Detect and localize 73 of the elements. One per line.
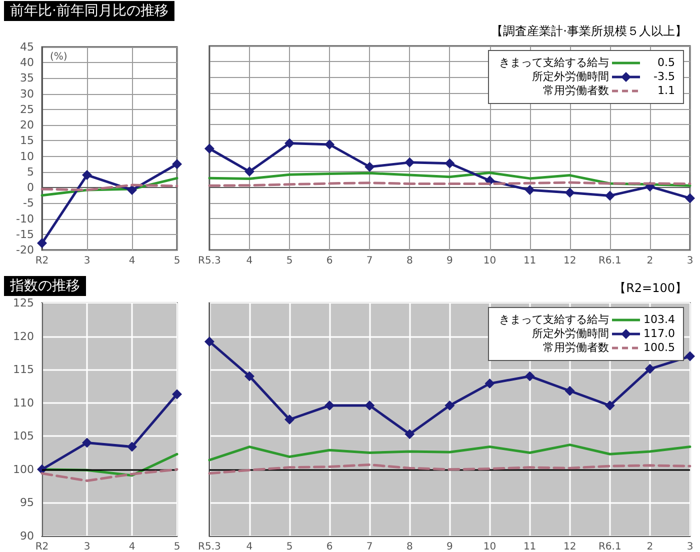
y-tick-label: 5: [27, 165, 34, 178]
y-tick-label: 90: [20, 530, 34, 542]
text: 【R2=100】: [614, 281, 688, 295]
x-tick-label: R6.1: [598, 542, 622, 552]
y-tick-label: -20: [16, 244, 34, 256]
y-tick-label: 105: [13, 430, 34, 443]
x-tick-label: R5.3: [198, 256, 221, 266]
text: 【調査産業計·事業所規模５人以上】: [491, 24, 688, 38]
y-tick-label: 100: [13, 462, 34, 476]
annotation: 100.5: [642, 341, 675, 355]
y-tick-label: 120: [13, 330, 34, 343]
annotation: -3.5: [652, 70, 675, 84]
x-tick-label: 3: [84, 542, 90, 552]
annotation: 1.1: [656, 84, 675, 98]
y-tick-label: -10: [16, 212, 34, 226]
x-tick-label: 4: [246, 542, 253, 552]
legend-label: きまって支給する給与: [498, 56, 609, 70]
y-tick-label: 20: [20, 118, 34, 132]
x-tick-label: 11: [523, 256, 536, 266]
x-tick-label: 4: [128, 256, 136, 266]
x-tick-label: 8: [406, 542, 413, 552]
y-tick-label: 115: [13, 363, 34, 376]
annotation: 0.5: [656, 56, 675, 70]
x-tick-label: 5: [286, 256, 293, 266]
x-tick-label: 2: [646, 256, 654, 266]
x-tick-label: 5: [174, 542, 180, 552]
y-tick-label: 40: [20, 56, 34, 70]
y-tick-label: 0: [27, 181, 34, 194]
y-tick-label: 45: [20, 40, 34, 54]
x-tick-label: 5: [286, 542, 293, 552]
x-tick-label: 4: [246, 256, 253, 266]
legend-label: 常用労働者数: [542, 84, 609, 98]
y-tick-label: 95: [20, 496, 34, 510]
y-tick-label: 15: [20, 134, 34, 148]
y-tick-label: -15: [16, 228, 34, 241]
x-tick-label: 3: [686, 256, 694, 266]
y-axis-title: (%): [50, 52, 68, 62]
annotation: 117.0: [642, 327, 675, 341]
x-tick-label: 3: [686, 542, 694, 552]
x-tick-label: 10: [483, 256, 496, 266]
y-tick-label: 10: [20, 150, 34, 163]
x-tick-label: 4: [128, 542, 136, 552]
x-tick-label: 7: [366, 256, 373, 266]
x-tick-label: 7: [366, 542, 373, 552]
legend-label: 所定外労働時間: [531, 327, 609, 341]
y-tick-label: 25: [20, 102, 34, 116]
x-tick-label: 2: [646, 542, 654, 552]
y-tick-label: 110: [13, 396, 34, 410]
x-tick-label: 9: [446, 256, 453, 266]
y-tick-label: -5: [23, 196, 34, 210]
x-tick-label: R5.3: [198, 542, 221, 552]
x-tick-label: R2: [35, 256, 49, 266]
chart-title: 前年比·前年同月比の推移: [10, 3, 168, 19]
chart-title: 指数の推移: [9, 278, 80, 294]
legend-label: きまって支給する給与: [498, 313, 609, 327]
x-tick-label: 11: [523, 542, 536, 552]
x-tick-label: 12: [563, 542, 576, 552]
x-tick-label: 5: [174, 256, 180, 266]
x-tick-label: 8: [406, 256, 413, 266]
y-tick-label: 35: [20, 72, 34, 85]
legend-label: 所定外労働時間: [531, 70, 609, 84]
x-tick-label: R2: [35, 542, 49, 552]
x-tick-label: 9: [446, 542, 453, 552]
legend-label: 常用労働者数: [542, 341, 609, 355]
y-tick-label: 30: [20, 87, 34, 100]
x-tick-label: R6.1: [598, 256, 622, 266]
annotation: 103.4: [642, 313, 675, 327]
y-tick-label: 125: [13, 296, 34, 310]
x-tick-label: 3: [84, 256, 90, 266]
x-tick-label: 10: [483, 542, 496, 552]
x-tick-label: 6: [326, 256, 333, 266]
x-tick-label: 12: [563, 256, 576, 266]
x-tick-label: 6: [326, 542, 333, 552]
